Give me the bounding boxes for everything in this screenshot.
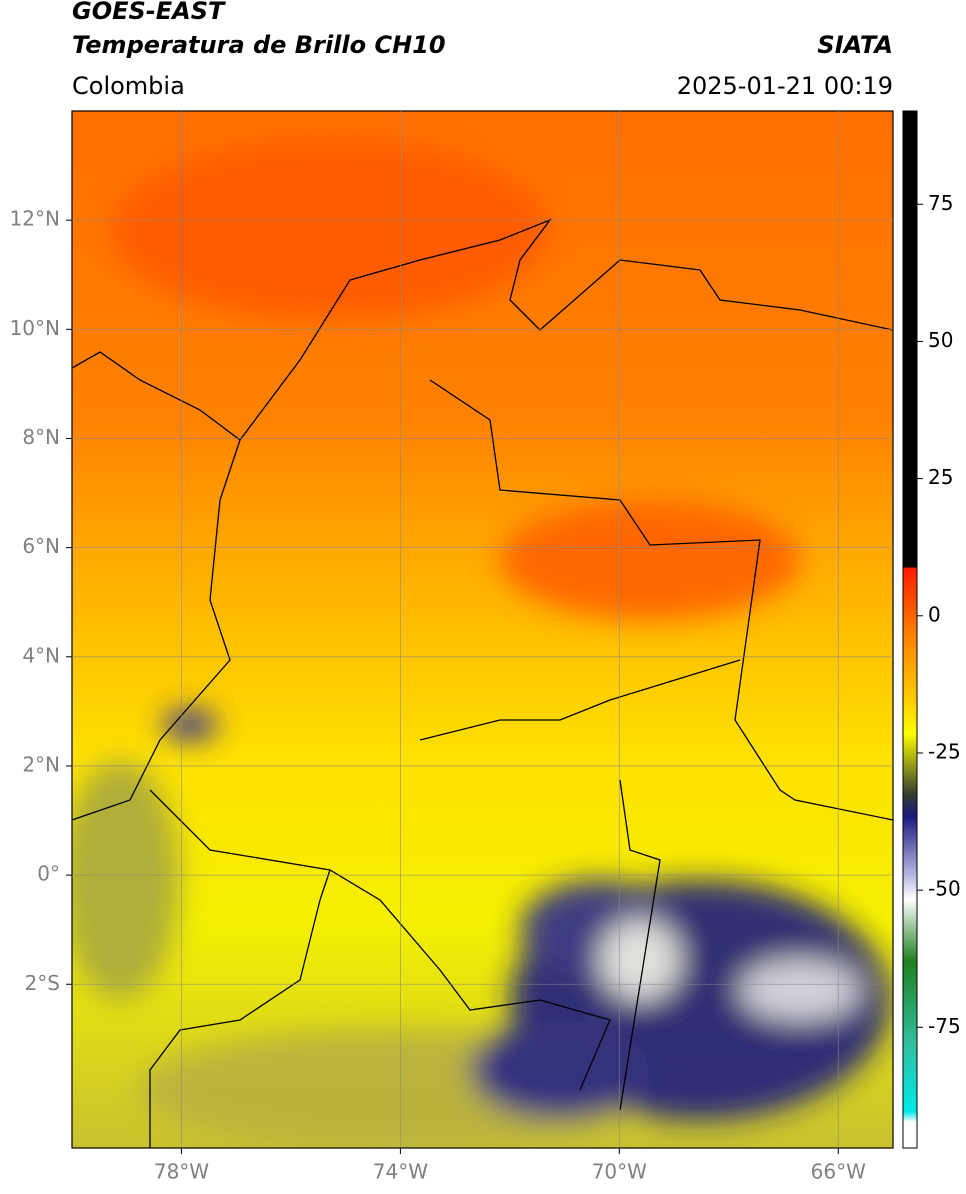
colorbar-label: 75: [928, 191, 953, 215]
y-tick-label: 0°: [37, 862, 60, 886]
colorbar-label: -25: [928, 739, 961, 763]
product: Temperatura de Brillo CH10: [72, 31, 446, 59]
y-tick-label: 2°S: [25, 971, 60, 995]
colorbar-label: 25: [928, 465, 953, 489]
map-frame: [71, 110, 894, 1149]
colorbar-label: 0: [928, 602, 941, 626]
colorbar-label: -75: [928, 1014, 961, 1038]
datetime: 2025-01-21 00:19: [677, 72, 893, 100]
satellite: GOES-EAST: [72, 0, 226, 25]
y-tick-label: 8°N: [22, 425, 60, 449]
x-tick-label: 78°W: [154, 1160, 209, 1184]
y-tick-label: 6°N: [22, 534, 60, 558]
colorbar-label: 50: [928, 328, 953, 352]
x-tick-label: 66°W: [811, 1160, 866, 1184]
y-tick-label: 10°N: [10, 316, 60, 340]
x-tick-label: 74°W: [373, 1160, 428, 1184]
y-tick-label: 2°N: [22, 752, 60, 776]
imagery: [72, 111, 893, 1148]
colorbar-label: -50: [928, 877, 961, 901]
region: Colombia: [72, 72, 185, 100]
colorbar: [902, 110, 918, 1149]
y-tick-label: 12°N: [10, 207, 60, 231]
source: SIATA: [817, 31, 893, 59]
x-tick-label: 70°W: [592, 1160, 647, 1184]
y-tick-label: 4°N: [22, 643, 60, 667]
